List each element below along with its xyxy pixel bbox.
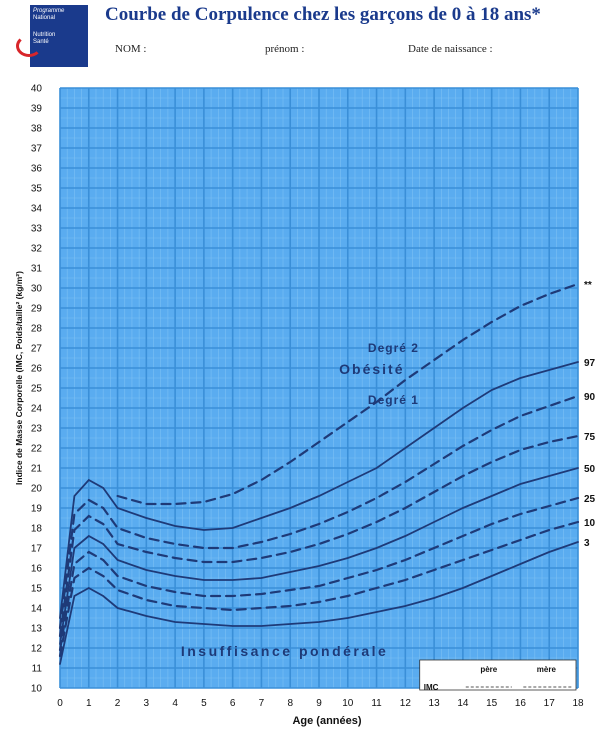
- curve-label: 3: [584, 538, 590, 549]
- curve-p90: [58, 394, 580, 630]
- curve-label: 25: [584, 494, 596, 505]
- y-tick-label: 14: [31, 604, 43, 615]
- x-tick-label: 7: [259, 698, 265, 709]
- y-tick-label: 16: [31, 564, 43, 575]
- legend-entry-mere: mère: [537, 665, 557, 674]
- y-tick-label: 22: [31, 444, 43, 455]
- bmi-chart: 0 1 2 3 4 5 6 7 8 9 10 11 12 13 14 15 16 17 18101112131415…: [14, 84, 596, 728]
- x-axis-label: Age (années): [292, 715, 361, 727]
- x-tick-label: 3: [144, 698, 150, 709]
- y-tick-label: 15: [31, 584, 43, 595]
- y-tick-label: 35: [31, 184, 43, 195]
- y-tick-label: 10: [31, 684, 43, 695]
- y-tick-label: 21: [31, 464, 43, 475]
- prenom-label: prénom :: [265, 43, 305, 55]
- annotation-degre-2: Degré 2: [368, 341, 419, 355]
- y-tick-label: 40: [31, 84, 43, 95]
- y-tick-label: 27: [31, 344, 43, 355]
- x-tick-label: 5: [201, 698, 207, 709]
- y-tick-label: 33: [31, 224, 43, 235]
- curve-label: **: [584, 280, 592, 291]
- y-tick-label: 37: [31, 144, 43, 155]
- x-tick-label: 16: [515, 698, 527, 709]
- legend-box: [419, 659, 577, 691]
- legend-entry-pere: père: [480, 665, 497, 674]
- logo-line-1: Programme: [33, 8, 65, 14]
- logo-swoosh-icon: [16, 35, 42, 57]
- x-tick-label: 18: [572, 698, 584, 709]
- y-tick-label: 38: [31, 124, 43, 135]
- y-tick-label: 30: [31, 284, 43, 295]
- curve-p50: [59, 467, 579, 645]
- y-tick-label: 25: [31, 384, 43, 395]
- curve-p10: [58, 520, 580, 658]
- x-tick-label: 11: [371, 698, 382, 709]
- x-tick-label: 1: [86, 698, 92, 709]
- curve-label: 10: [584, 518, 596, 529]
- x-tick-label: 0: [57, 698, 63, 709]
- y-tick-label: 26: [31, 364, 43, 375]
- curve-p25: [58, 496, 580, 652]
- x-tick-label: 8: [287, 698, 293, 709]
- annotation-insuffisance-ponderale: Insuffisance pondérale: [181, 643, 388, 659]
- curve-label: 97: [584, 358, 596, 369]
- y-tick-label: 24: [31, 404, 43, 415]
- y-tick-label: 13: [31, 624, 43, 635]
- major-grid: [59, 87, 579, 689]
- y-tick-label: 28: [31, 324, 43, 335]
- x-tick-label: 17: [544, 698, 556, 709]
- curve-obesity-threshold: [116, 282, 580, 506]
- y-tick-label: 23: [31, 424, 43, 435]
- x-tick-label: 14: [457, 698, 469, 709]
- x-tick-label: 13: [429, 698, 441, 709]
- x-tick-label: 15: [486, 698, 498, 709]
- x-tick-label: 4: [172, 698, 178, 709]
- logo-line-3: Nutrition: [33, 32, 56, 38]
- x-tick-label: 9: [316, 698, 322, 709]
- y-tick-label: 12: [31, 644, 43, 655]
- annotation-degre-1: Degré 1: [368, 393, 419, 407]
- curve-label: 90: [584, 392, 596, 403]
- curve-p97: [59, 361, 579, 619]
- annotation-obesite: Obésité: [339, 361, 404, 377]
- curve-label: 75: [584, 432, 596, 443]
- y-tick-label: 19: [31, 504, 43, 515]
- curve-p75: [58, 434, 580, 638]
- y-tick-label: 36: [31, 164, 43, 175]
- curve-p3: [59, 541, 579, 665]
- y-tick-label: 29: [31, 304, 43, 315]
- logo-line-2: National: [33, 15, 56, 21]
- y-tick-label: 39: [31, 104, 43, 115]
- y-tick-label: 18: [31, 524, 43, 535]
- y-tick-label: 11: [32, 664, 43, 675]
- y-tick-label: 32: [31, 244, 43, 255]
- y-tick-label: 20: [31, 484, 43, 495]
- y-axis-label: Indice de Masse Corporelle (IMC, Poids/t…: [14, 271, 24, 485]
- x-tick-label: 12: [400, 698, 412, 709]
- pnns-logo: Programme National Nutrition Santé: [16, 5, 88, 67]
- x-tick-label: 10: [342, 698, 354, 709]
- y-tick-label: 17: [31, 544, 43, 555]
- x-tick-label: 6: [230, 698, 236, 709]
- x-tick-label: 2: [115, 698, 121, 709]
- page-title: Courbe de Corpulence chez les garçons de…: [105, 4, 541, 25]
- date-naissance-label: Date de naissance :: [408, 43, 493, 55]
- y-tick-label: 31: [31, 264, 43, 275]
- curve-label: 50: [584, 464, 596, 475]
- y-tick-label: 34: [31, 204, 43, 215]
- nom-label: NOM :: [115, 43, 147, 55]
- legend-title: IMC: [424, 683, 439, 692]
